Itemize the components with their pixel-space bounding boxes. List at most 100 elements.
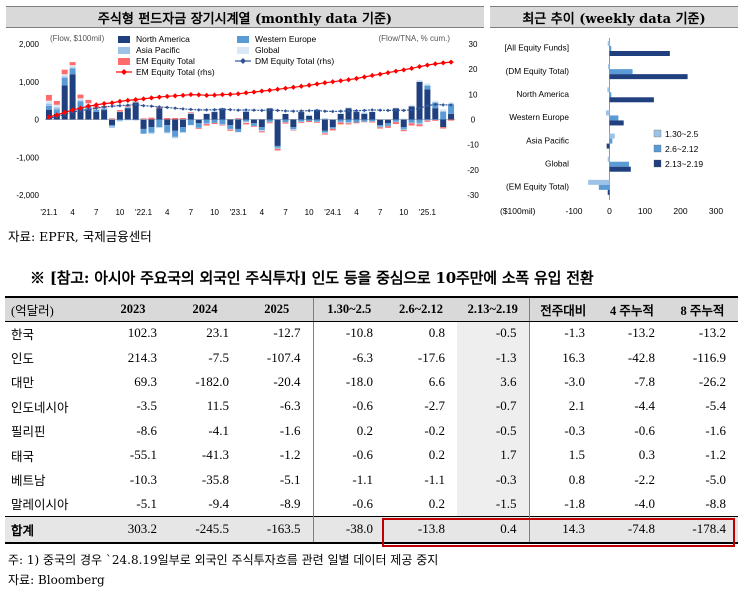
table-cell: -2.2 (634, 471, 655, 487)
series-point (330, 79, 336, 85)
bar-segment (250, 119, 257, 120)
table-cell: -0.3 (457, 467, 529, 492)
bar-segment (298, 111, 305, 120)
bar-segment (416, 119, 423, 123)
table-cell: 11.5 (206, 398, 229, 414)
row-label: 필리핀 (11, 424, 46, 440)
bar-segment (266, 119, 273, 122)
column-header: 2025 (241, 296, 313, 322)
bar-segment (164, 131, 171, 134)
y2-tick-label: 30 (469, 40, 478, 49)
bar-segment (243, 122, 250, 125)
y-tick-label: 0 (35, 116, 40, 125)
bar-segment (211, 111, 218, 120)
series-point (227, 91, 233, 97)
series-point (149, 104, 154, 108)
left-axis-label: (Flow, $100mil) (50, 34, 105, 43)
legend-swatch (653, 129, 662, 138)
bar-segment (85, 99, 92, 104)
bar-segment (377, 119, 384, 120)
bar-segment (164, 125, 171, 132)
legend-swatch (653, 159, 662, 168)
series-point (345, 77, 352, 83)
table-cell: -8.9 (279, 495, 301, 511)
bar-segment (377, 127, 384, 129)
series-point (125, 97, 131, 103)
bar (609, 51, 670, 56)
bar-segment (337, 119, 344, 122)
bar-segment (337, 113, 344, 114)
bar-segment (282, 122, 289, 123)
bar-segment (258, 127, 265, 131)
column-header: 4 주누적 (597, 296, 667, 322)
series-point (252, 108, 256, 112)
table-cell: -20.4 (273, 373, 301, 389)
bar-segment (353, 111, 360, 120)
series-point (440, 60, 446, 66)
bar-segment (274, 119, 281, 146)
bar-segment (179, 119, 186, 120)
table-cell: -0.7 (457, 394, 529, 419)
bar-segment (116, 110, 123, 112)
table-cell: -4.1 (208, 422, 229, 438)
bar-segment (298, 121, 305, 123)
bar-segment (203, 113, 210, 120)
bar-segment (61, 77, 68, 86)
bar (609, 138, 613, 144)
category-label: (EM Equity Total) (506, 182, 569, 192)
bar-segment (384, 119, 391, 124)
bar-segment (179, 132, 186, 134)
x-tick-label: 300 (709, 206, 723, 216)
series-point (425, 103, 430, 108)
table-cell: -17.6 (417, 349, 445, 365)
bar-segment (337, 122, 344, 125)
series-point (338, 78, 344, 84)
bar (609, 166, 631, 172)
table-cell: -55.1 (129, 447, 157, 463)
bar-segment (195, 128, 202, 129)
bar-segment (109, 119, 116, 120)
series-point (282, 85, 289, 91)
bar-segment (187, 113, 194, 120)
bar-segment (384, 126, 391, 128)
bar-segment (77, 98, 84, 101)
bar-segment (148, 117, 155, 120)
table-row: 인도네시아 -3.5 11.5 -6.3 -0.6 -2.7 -0.7 2.1 -4.4 -5.4 (5, 394, 738, 419)
table-cell: -0.6 (312, 442, 385, 468)
bar (608, 64, 610, 70)
series-point (353, 75, 360, 82)
y-tick-label: -1,000 (16, 153, 39, 162)
bar-segment (329, 119, 336, 120)
table-row: 베트남 -10.3 -35.8 -5.1 -1.1 -1.1 -0.3 0.8 -2.2 -5.0 (5, 467, 738, 492)
series-point (401, 108, 406, 113)
series-point (260, 108, 264, 113)
bar-segment (243, 121, 250, 123)
series-point (125, 103, 130, 107)
bar-segment (235, 117, 242, 119)
bar (605, 110, 610, 116)
series-point (236, 108, 240, 112)
x-unit-label: ($100mil) (500, 206, 536, 216)
table-cell: -18.0 (312, 369, 385, 395)
series-point (259, 88, 265, 94)
bar-segment (282, 113, 289, 120)
bar-segment (227, 125, 234, 129)
table-cell: -5.1 (136, 495, 157, 511)
bar-segment (140, 119, 147, 120)
bar-segment (45, 94, 52, 101)
bar (609, 46, 612, 51)
x-tick-label: '24.1 (324, 208, 342, 217)
bar-segment (266, 107, 273, 109)
series-point (133, 97, 139, 103)
bar-segment (140, 119, 147, 129)
bar-segment (400, 128, 407, 131)
table-cell: -1.2 (279, 447, 301, 463)
bar (606, 143, 610, 149)
table-cell: -6.3 (279, 398, 301, 414)
table-row: 태국 -55.1 -41.3 -1.2 -0.6 0.2 1.7 1.5 0.3 -1.2 (5, 442, 738, 468)
x-tick-label: '25.1 (419, 208, 437, 217)
bar-segment (195, 123, 202, 128)
table-cell: -116.9 (692, 349, 726, 365)
table-cell: -74.8 (597, 515, 667, 545)
bar-segment (432, 119, 439, 121)
